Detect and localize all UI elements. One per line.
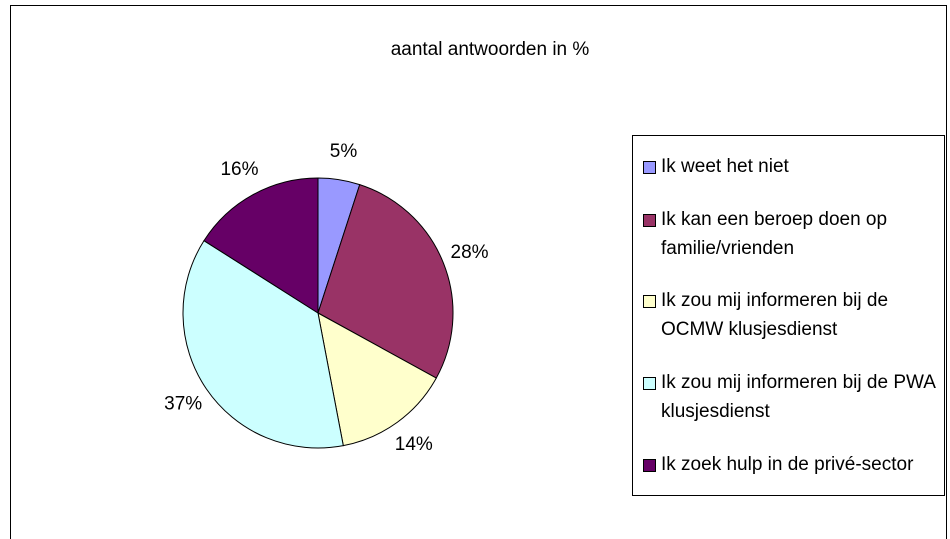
legend-swatch	[643, 160, 656, 174]
legend-item: Ik weet het niet	[643, 152, 944, 181]
chart-frame	[10, 5, 947, 539]
legend-swatch	[643, 213, 656, 227]
legend-label: Ik weet het niet	[661, 155, 789, 177]
legend-item: Ik zou mij informeren bij de OCMW klusje…	[643, 286, 944, 344]
legend-label: Ik zou mij informeren bij de OCMW klusje…	[661, 290, 889, 341]
legend: Ik weet het niet Ik kan een beroep doen o…	[632, 135, 945, 496]
data-label: 16%	[220, 159, 258, 180]
legend-swatch	[643, 377, 656, 391]
legend-item: Ik zou mij informeren bij de PWA klusjes…	[643, 368, 944, 426]
data-label: 5%	[330, 141, 358, 162]
legend-label: Ik zou mij informeren bij de PWA klusjes…	[661, 372, 935, 423]
legend-item: Ik kan een beroep doen op familie/vriend…	[643, 205, 944, 263]
chart-title: aantal antwoorden in %	[391, 39, 590, 60]
legend-label: Ik kan een beroep doen op familie/vriend…	[661, 208, 888, 259]
legend-item: Ik zoek hulp in de privé-sector	[643, 450, 944, 479]
pie-slice	[203, 177, 319, 314]
legend-label: Ik zoek hulp in de privé-sector	[661, 454, 914, 476]
pie-slice	[317, 183, 454, 379]
data-label: 14%	[395, 434, 433, 455]
legend-swatch	[643, 295, 656, 309]
data-label: 28%	[451, 242, 489, 263]
data-label: 37%	[164, 394, 202, 415]
pie-slice	[317, 312, 437, 447]
pie-slice	[182, 239, 344, 449]
legend-swatch	[643, 459, 656, 473]
